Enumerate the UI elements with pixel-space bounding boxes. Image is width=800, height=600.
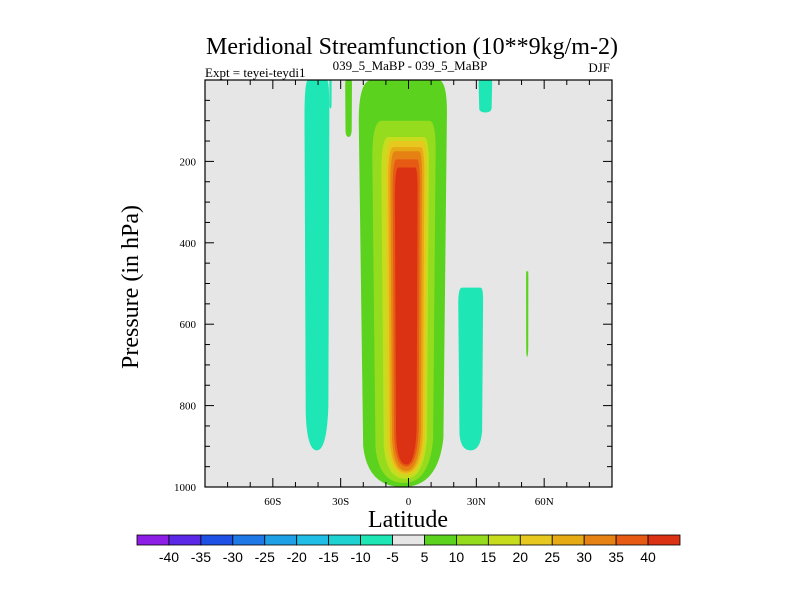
colorbar-swatch [487,534,521,546]
colorbar-label: -20 [287,549,307,565]
colorbar-label: 25 [544,549,560,565]
chart-subtitle-left: Expt = teyei-teydi1 [205,65,305,80]
colorbar-swatch [200,534,234,546]
colorbar-label: 5 [421,549,429,565]
contour-positive-nh-midlat [526,271,529,357]
y-tick-label: 600 [180,319,197,331]
colorbar-label: 35 [608,549,624,565]
contour-fills [304,80,529,487]
x-tick-label: 0 [406,496,412,508]
chart-title: Meridional Streamfunction (10**9kg/m-2) [206,34,618,60]
colorbar-swatch [551,534,585,546]
colorbar-label: -10 [350,549,370,565]
colorbar-swatch [136,534,170,546]
contour-negative-nh-upper [478,80,493,113]
colorbar-label: -5 [386,549,399,565]
x-tick-label: 60S [264,496,281,508]
colorbar-label: 20 [513,549,529,565]
contour-main-cell-40 [394,167,418,465]
contour-negative-sh-upper-small [329,80,332,109]
colorbar-swatch [264,534,298,546]
colorbar-label: 15 [481,549,497,565]
colorbar-label: -40 [159,549,179,565]
colorbar-swatch [168,534,202,546]
y-tick-label: 800 [180,401,197,413]
y-tick-label: 400 [180,238,197,250]
colorbar-label: 30 [576,549,592,565]
colorbar-label: -35 [191,549,211,565]
chart-subtitle-center: 039_5_MaBP - 039_5_MaBP [333,58,488,73]
x-tick-label: 30N [467,496,486,508]
x-axis-ticks: 60S 30S 0 30N 60N [227,80,590,508]
colorbar-label: -25 [255,549,275,565]
colorbar-swatch [392,534,425,546]
colorbar-swatch [583,534,617,546]
colorbar-swatch [232,534,266,546]
contour-negative-nh-subtropics [458,287,484,451]
colorbar-swatch [360,534,393,546]
x-tick-label: 60N [535,496,554,508]
y-axis-ticks: 200 400 600 800 1000 [174,99,612,494]
colorbar-label: -30 [223,549,243,565]
contour-negative-sh-high-lat [304,80,330,451]
x-axis-label: Latitude [368,507,448,533]
colorbar-swatch [328,534,361,546]
colorbar-swatch [615,534,649,546]
y-tick-label: 200 [180,156,197,168]
colorbar-swatch [519,534,553,546]
colorbar-label: 10 [449,549,465,565]
colorbar-swatch [647,534,681,546]
contour-positive-sh-upper-narrow [345,80,352,137]
colorbar: -40 -35 -30 -25 -20 -15 -10 -5 5 10 15 20 25 30 35 40 [136,534,681,565]
colorbar-swatch [296,534,330,546]
y-axis-label: Pressure (in hPa) [118,205,144,369]
colorbar-swatch [456,534,489,546]
chart-subtitle-right: DJF [588,60,610,75]
colorbar-label: -15 [319,549,339,565]
y-tick-label: 1000 [174,482,197,494]
colorbar-swatch [424,534,457,546]
x-tick-label: 30S [332,496,349,508]
plot-area: 200 400 600 800 1000 60S 30S 0 30N 60N [174,79,613,508]
colorbar-label: 40 [640,549,656,565]
